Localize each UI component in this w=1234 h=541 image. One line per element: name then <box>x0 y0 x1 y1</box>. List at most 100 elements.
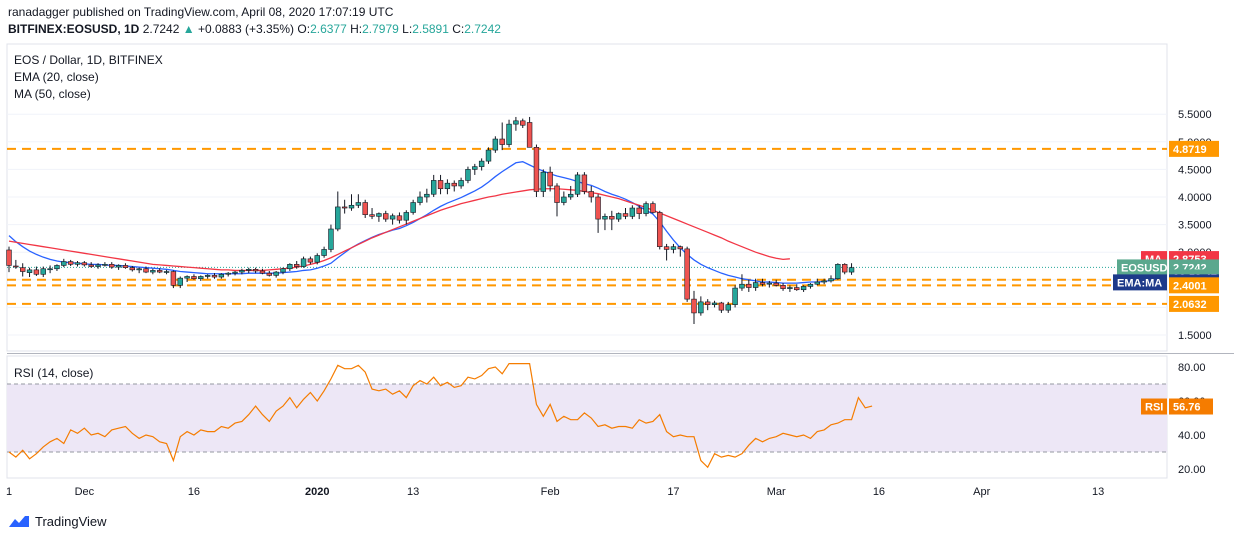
candle-body <box>814 281 821 285</box>
candle <box>6 246 12 273</box>
candle <box>150 268 156 275</box>
candle-body <box>465 169 471 181</box>
candle <box>417 191 423 206</box>
price-tick-label: 3.5000 <box>1178 220 1212 232</box>
candle-body <box>307 258 314 263</box>
candle <box>513 116 519 131</box>
candle <box>109 262 115 269</box>
candle-body <box>506 123 512 145</box>
candle <box>13 259 19 269</box>
candle <box>307 256 314 265</box>
candle-body <box>602 216 608 220</box>
candle <box>47 265 53 274</box>
candle-body <box>526 122 533 148</box>
candle-body <box>239 270 245 273</box>
time-tick-label: 1 <box>6 486 12 498</box>
candle <box>677 245 684 257</box>
price-grid <box>7 113 1167 336</box>
rsi-tick-label: 80.00 <box>1178 362 1206 374</box>
open-label: O: <box>297 22 311 36</box>
candle-body <box>67 261 74 265</box>
candle-body <box>821 280 827 283</box>
candle <box>88 262 94 268</box>
candle <box>506 119 512 148</box>
tradingview-footer[interactable]: TradingView <box>8 514 107 529</box>
candle <box>773 279 779 287</box>
rsi-line <box>8 363 873 469</box>
candle <box>472 163 478 175</box>
candle-body <box>321 249 327 256</box>
candle <box>698 296 704 316</box>
candle <box>581 172 588 195</box>
time-axis[interactable]: 1 Dec 16 2020 13 Feb 17 Mar 16 Apr 13 <box>6 486 1104 498</box>
candle-body <box>704 301 711 305</box>
candle-body <box>739 283 745 289</box>
candle <box>184 275 190 283</box>
ma-legend: MA (50, close) <box>14 87 91 101</box>
candle-body <box>396 215 403 221</box>
candle <box>293 261 300 269</box>
rsi-value-bg <box>1169 398 1213 415</box>
candle <box>574 172 581 197</box>
candle <box>61 258 67 268</box>
candle-body <box>6 249 12 266</box>
candle <box>684 246 690 302</box>
candle-body <box>444 182 451 190</box>
candle <box>328 224 334 253</box>
candle <box>40 266 46 278</box>
candle <box>465 166 471 184</box>
price-label-text: EOSUSD <box>1121 262 1168 274</box>
candles[interactable] <box>6 116 855 324</box>
candle-body <box>109 264 115 268</box>
candle <box>232 270 238 276</box>
candle-body <box>540 171 547 192</box>
price-label-bg <box>1169 140 1219 157</box>
candle <box>115 264 122 270</box>
candle-body <box>848 267 855 273</box>
candle-body <box>40 268 46 275</box>
candle <box>266 270 272 277</box>
candle <box>129 266 135 272</box>
candle-body <box>314 255 320 263</box>
candle-body <box>567 193 574 198</box>
candle-body <box>383 213 389 220</box>
open-value: 2.6377 <box>310 22 347 36</box>
candle <box>437 174 444 195</box>
candle <box>383 210 389 222</box>
candle-body <box>403 212 409 221</box>
close-value: 2.7242 <box>464 22 501 36</box>
candle-body <box>499 138 505 145</box>
candle-body <box>328 228 334 250</box>
candle <box>800 285 807 292</box>
candle <box>246 267 252 274</box>
high-label: H: <box>350 22 363 36</box>
last-price: 2.7242 <box>142 22 180 36</box>
rsi-legend: RSI (14, close) <box>14 366 93 380</box>
candle-body <box>61 261 67 266</box>
candle-body <box>47 268 53 271</box>
time-tick-label: 16 <box>873 486 885 498</box>
candle-body <box>88 264 94 267</box>
candle <box>492 136 499 153</box>
candle <box>691 290 697 324</box>
candle <box>841 263 848 275</box>
candle-body <box>581 174 588 192</box>
candle-body <box>835 264 841 279</box>
price-tick-label: 5.5000 <box>1178 109 1212 121</box>
candle-body <box>787 287 793 289</box>
candle <box>520 118 526 128</box>
candle <box>225 272 231 277</box>
candle-body <box>252 269 259 272</box>
rsi-band-fill <box>7 384 1167 452</box>
candle-body <box>615 213 622 220</box>
candle <box>848 263 855 275</box>
candle-body <box>650 203 656 213</box>
candle <box>663 243 670 261</box>
candle-body <box>293 264 300 267</box>
candle-body <box>273 271 279 276</box>
candle <box>821 278 827 285</box>
candle <box>670 243 677 254</box>
candle-body <box>115 265 122 268</box>
candle-body <box>74 262 81 265</box>
